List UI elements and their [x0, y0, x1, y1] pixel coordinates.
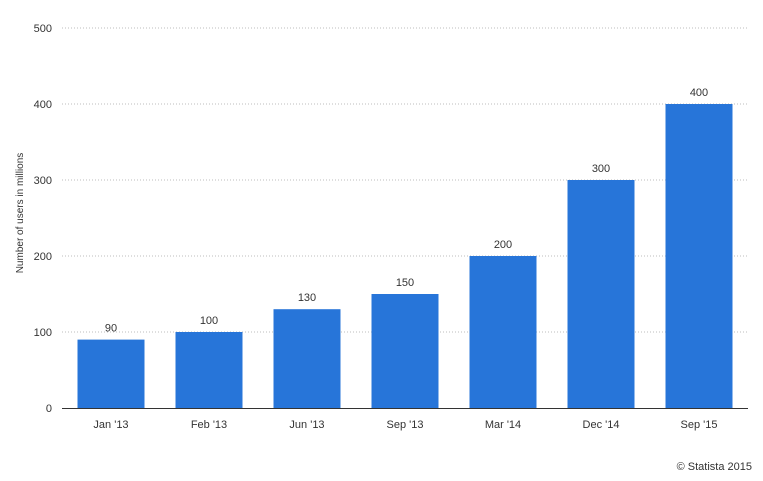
x-tick-label: Sep '13 — [387, 419, 424, 431]
x-axis-tick-labels: Jan '13 Feb '13 Jun '13 Sep '13 Mar '14 Dec '… — [93, 419, 717, 431]
x-tick-label: Sep '15 — [681, 419, 718, 431]
data-labels: 90 100 130 150 200 300 400 — [105, 87, 708, 335]
y-tick-label: 300 — [34, 175, 52, 187]
x-tick-label: Dec '14 — [583, 419, 620, 431]
bar — [371, 294, 439, 408]
x-tick-label: Jan '13 — [93, 419, 128, 431]
data-label: 400 — [690, 87, 708, 99]
statista-credit: © Statista 2015 — [676, 461, 752, 473]
data-label: 150 — [396, 277, 414, 289]
data-label: 300 — [592, 163, 610, 175]
y-tick-label: 400 — [34, 99, 52, 111]
y-tick-label: 500 — [34, 23, 52, 35]
y-axis-title: Number of users in millions — [15, 153, 26, 274]
bar — [77, 339, 145, 408]
bar — [665, 104, 733, 408]
bar — [273, 309, 341, 408]
data-label: 100 — [200, 315, 218, 327]
x-tick-label: Feb '13 — [191, 419, 227, 431]
bar — [567, 180, 635, 408]
y-tick-label: 100 — [34, 327, 52, 339]
data-label: 130 — [298, 292, 316, 304]
data-label: 200 — [494, 239, 512, 251]
x-tick-label: Mar '14 — [485, 419, 521, 431]
y-tick-label: 0 — [46, 403, 52, 415]
bar — [175, 332, 243, 408]
y-tick-label: 200 — [34, 251, 52, 263]
bar — [469, 256, 537, 408]
bars — [77, 104, 733, 408]
x-tick-label: Jun '13 — [289, 419, 324, 431]
y-axis-tick-labels: 0 100 200 300 400 500 — [34, 23, 52, 415]
data-label: 90 — [105, 323, 117, 335]
